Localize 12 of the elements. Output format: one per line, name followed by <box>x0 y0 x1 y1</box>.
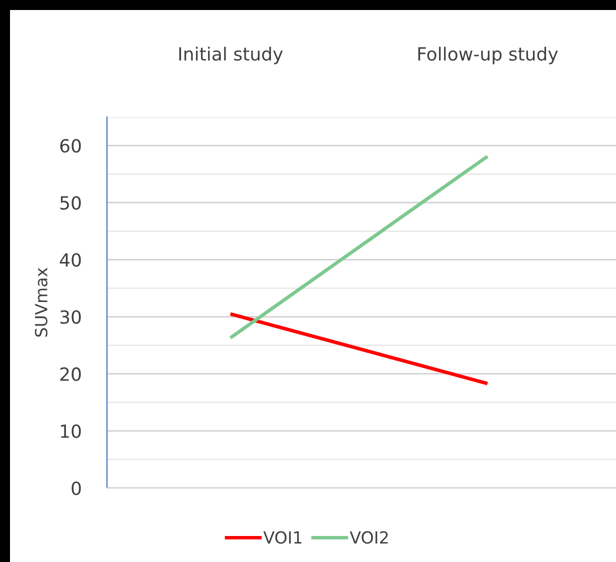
y-tick-label: 0 <box>72 481 81 496</box>
y-tick-label: 50 <box>60 196 81 210</box>
y-axis-title: SUVmax <box>34 268 48 337</box>
y-tick-label: 20 <box>60 367 81 381</box>
y-tick-label: 60 <box>60 139 81 153</box>
x-tick-label: Follow-up study <box>418 46 558 64</box>
legend-label: VOI1 <box>263 531 302 544</box>
y-tick-label: 10 <box>61 424 81 438</box>
y-tick-label: 40 <box>60 253 81 267</box>
legend-label: VOI2 <box>350 531 388 544</box>
y-tick-label: 30 <box>60 310 81 324</box>
x-tick-label: Initial study <box>179 46 283 64</box>
